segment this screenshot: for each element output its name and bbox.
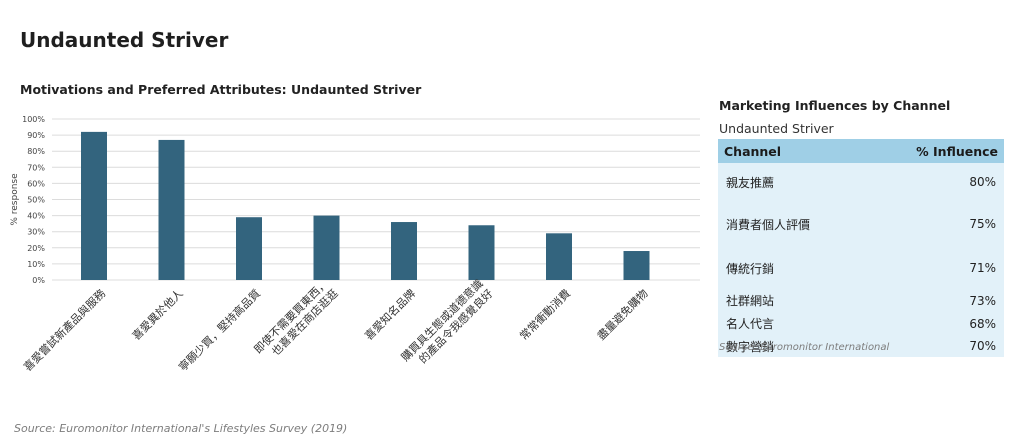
bar <box>623 251 650 280</box>
influence-table-subtitle: Undaunted Striver <box>719 121 834 136</box>
channel-cell: 親友推薦 <box>718 163 866 201</box>
x-tick-label: 喜愛異於他人 <box>129 286 186 343</box>
x-tick-label: 盡量避免購物 <box>594 286 651 343</box>
table-row: 名人代言 68% <box>718 312 1004 335</box>
bar <box>546 233 572 280</box>
influence-cell: 73% <box>865 289 1004 312</box>
header-influence: % Influence <box>865 139 1004 163</box>
y-tick-label: 90% <box>27 131 45 140</box>
x-tick-label: 即使不需要買東西，也喜愛在商店逛逛 <box>252 277 341 366</box>
x-tick-label: 喜愛知名品牌 <box>362 286 419 343</box>
bar <box>236 217 262 280</box>
bar <box>158 139 185 280</box>
x-tick-label-line: 寧願少買，堅持高品質 <box>175 286 263 374</box>
x-tick-label: 常常衝動消費 <box>517 286 574 343</box>
channel-cell: 社群網站 <box>718 289 866 312</box>
chart-source: Source: Euromonitor International's Life… <box>14 422 348 435</box>
bar <box>81 131 107 280</box>
y-tick-label: 50% <box>27 196 45 205</box>
table-row: 傳統行銷 71% <box>718 247 1004 289</box>
y-tick-label: 70% <box>27 163 45 172</box>
channel-cell: 數字營銷 <box>718 335 866 357</box>
x-tick-label-line: 喜愛知名品牌 <box>362 286 419 343</box>
x-tick-label-line: 喜愛異於他人 <box>129 286 186 343</box>
influence-cell: 71% <box>865 247 1004 289</box>
y-tick-label: 30% <box>27 228 45 237</box>
y-tick-label: 100% <box>22 115 45 124</box>
x-tick-label: 寧願少買，堅持高品質 <box>175 286 263 374</box>
x-tick-label-line: 喜愛嘗試新產品與服務 <box>20 286 108 374</box>
y-tick-label: 80% <box>27 147 45 156</box>
influence-table: Channel % Influence 親友推薦 80% 消費者個人評價 75%… <box>718 139 1004 357</box>
influence-cell: 80% <box>865 163 1004 201</box>
x-tick-label-line: 常常衝動消費 <box>517 286 574 343</box>
bar <box>391 222 417 280</box>
influence-cell: 68% <box>865 312 1004 335</box>
x-tick-label-line: 盡量避免購物 <box>594 286 651 343</box>
channel-cell: 名人代言 <box>718 312 866 335</box>
table-row: 社群網站 73% <box>718 289 1004 312</box>
influence-table-title: Marketing Influences by Channel <box>719 98 951 113</box>
influence-table-header-row: Channel % Influence <box>718 139 1004 163</box>
table-row: 親友推薦 80% <box>718 163 1004 201</box>
page-title: Undaunted Striver <box>20 28 229 52</box>
bar-chart: 0% 10% 20% 30% 40% 50% 60% 70% 80% 90% 100% % respo… <box>10 115 700 374</box>
y-tick-label: 10% <box>27 260 45 269</box>
channel-cell: 傳統行銷 <box>718 247 866 289</box>
header-channel: Channel <box>718 139 866 163</box>
y-axis-label: % response <box>10 173 20 226</box>
y-tick-label: 20% <box>27 244 45 253</box>
table-row: 數字營銷 70% <box>718 335 1004 357</box>
chart-title: Motivations and Preferred Attributes: Un… <box>20 82 422 97</box>
y-tick-label: 60% <box>27 179 45 188</box>
table-row: 消費者個人評價 75% <box>718 201 1004 247</box>
channel-cell: 消費者個人評價 <box>718 201 866 247</box>
bar <box>313 215 340 280</box>
y-tick-label: 40% <box>27 212 45 221</box>
influence-table-source: Source: Euromonitor International <box>719 342 890 353</box>
bar <box>468 225 495 280</box>
influence-cell: 75% <box>865 201 1004 247</box>
y-tick-label: 0% <box>32 276 45 285</box>
x-tick-label: 喜愛嘗試新產品與服務 <box>20 286 108 374</box>
influence-cell: 70% <box>865 335 1004 357</box>
